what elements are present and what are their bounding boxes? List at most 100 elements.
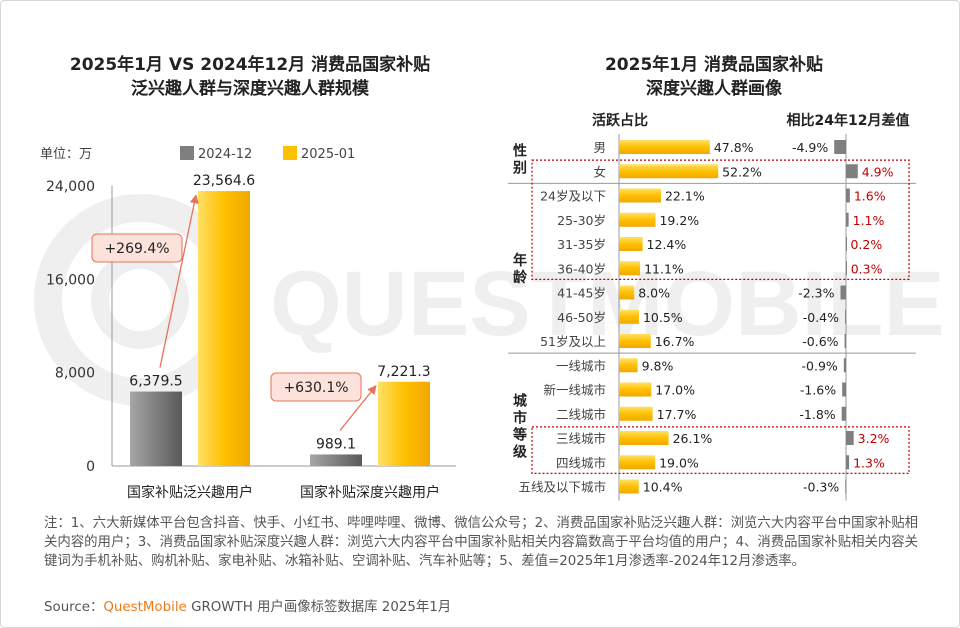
share-bar [619, 188, 661, 203]
share-value-label: 9.8% [642, 358, 674, 373]
y-tick-label: 0 [86, 459, 95, 475]
bar-value-label: 989.1 [316, 436, 356, 452]
x-category-label: 国家补贴泛兴趣用户 [127, 484, 253, 501]
share-bar [619, 358, 638, 373]
y-tick-label: 8,000 [55, 366, 95, 382]
bar-value-label: 6,379.5 [129, 374, 182, 390]
diff-value-label: -1.6% [800, 383, 836, 398]
bar-2024-12 [310, 454, 362, 466]
diff-value-label: 1.1% [853, 213, 885, 228]
row-label: 36-40岁 [557, 261, 606, 276]
share-value-label: 47.8% [714, 140, 754, 155]
share-bar [619, 140, 710, 154]
group-label: 城 [513, 392, 527, 409]
group-label: 龄 [513, 269, 528, 286]
source-brand: QuestMobile [103, 600, 187, 615]
diff-value-label: 3.2% [858, 431, 890, 446]
row-label: 51岁及以上 [540, 334, 606, 349]
share-value-label: 19.0% [659, 455, 699, 470]
row-label: 二线城市 [556, 407, 606, 422]
diff-value-label: -0.4% [803, 310, 839, 325]
source-prefix: Source： [44, 600, 104, 615]
row-label: 25-30岁 [557, 213, 606, 228]
y-tick-label: 24,000 [46, 179, 95, 195]
row-label: 一线城市 [556, 358, 606, 373]
share-value-label: 17.0% [655, 383, 695, 398]
row-label: 四线城市 [556, 455, 606, 470]
diff-value-label: 4.9% [862, 164, 894, 179]
group-label: 年 [513, 252, 527, 269]
column-header-share: 活跃占比 [592, 112, 648, 129]
watermark: QUESTMOBILE [34, 194, 945, 406]
diff-bar [842, 382, 846, 397]
legend-swatch-2024-12 [180, 146, 194, 160]
diff-value-label: -4.9% [792, 140, 828, 155]
share-bar [619, 212, 656, 227]
diff-value-label: 0.2% [850, 237, 882, 252]
share-value-label: 10.5% [643, 310, 683, 325]
x-category-label: 国家补贴深度兴趣用户 [300, 484, 440, 501]
legend-swatch-2025-01 [283, 146, 297, 160]
row-label: 24岁及以下 [540, 189, 606, 204]
diff-value-label: 1.3% [853, 455, 885, 470]
growth-label: +269.4% [104, 241, 169, 257]
diff-bar [841, 406, 846, 421]
source-rest: GROWTH 用户画像标签数据库 2025年1月 [186, 600, 452, 615]
group-label: 性 [513, 143, 527, 160]
diff-bar [845, 309, 847, 324]
growth-arrow [159, 194, 199, 368]
row-label: 三线城市 [556, 431, 606, 446]
share-bar [619, 237, 643, 251]
share-bar [619, 406, 653, 421]
diff-bar [846, 237, 847, 251]
right-title-line1: 2025年1月 消费品国家补贴 [605, 54, 823, 75]
right-title-line2: 深度兴趣人群画像 [646, 78, 783, 99]
left-bar-chart: 0 8,000 16,000 24,000 6,379.5 23,564.6 国家补贴泛兴趣… [46, 173, 456, 501]
share-bar [619, 261, 641, 276]
diff-value-label: -1.8% [799, 407, 835, 422]
legend-label-2024-12: 2024-12 [198, 147, 252, 162]
growth-label: +630.1% [283, 380, 348, 396]
share-bar [619, 309, 639, 324]
diff-bar [846, 188, 850, 203]
group-label: 等 [513, 426, 527, 443]
footnote: 注：1、六大新媒体平台包含抖音、快手、小红书、哔哩哔哩、微博、微信公众号；2、消… [44, 516, 919, 569]
row-label: 31-35岁 [557, 237, 606, 252]
source-line: Source：QuestMobile GROWTH 用户画像标签数据库 2025… [44, 595, 451, 615]
share-bar [619, 455, 656, 470]
share-bar [619, 285, 635, 300]
diff-bar [846, 455, 850, 470]
diff-bar [844, 334, 846, 348]
legend-label-2025-01: 2025-01 [301, 147, 355, 162]
share-bar [619, 479, 639, 494]
row-label: 新一线城市 [543, 383, 606, 398]
y-tick-label: 16,000 [46, 272, 95, 288]
share-bar [619, 431, 669, 445]
share-value-label: 17.7% [657, 407, 697, 422]
share-value-label: 16.7% [655, 334, 695, 349]
unit-label: 单位：万 [40, 147, 92, 162]
watermark-text: QUESTMOBILE [270, 253, 945, 355]
row-label: 男 [593, 140, 606, 155]
highlight-box [531, 159, 910, 280]
share-value-label: 10.4% [643, 480, 683, 495]
diff-bar [843, 358, 846, 373]
share-value-label: 12.4% [647, 237, 687, 252]
row-label: 五线及以下城市 [518, 480, 606, 495]
share-value-label: 26.1% [673, 431, 713, 446]
left-title-line1: 2025年1月 VS 2024年12月 消费品国家补贴 [70, 54, 430, 75]
diff-value-label: -0.9% [802, 358, 838, 373]
bar-2025-01 [198, 191, 250, 467]
bar-2024-12 [130, 391, 182, 466]
bar-2025-01 [378, 381, 430, 466]
diff-value-label: 1.6% [854, 189, 886, 204]
diff-value-label: -2.3% [798, 286, 834, 301]
bar-value-label: 7,221.3 [377, 364, 430, 380]
highlight-box [531, 426, 910, 474]
diff-bar [834, 140, 846, 154]
share-value-label: 19.2% [659, 213, 699, 228]
diff-bar [846, 164, 858, 179]
group-label: 级 [513, 443, 528, 460]
